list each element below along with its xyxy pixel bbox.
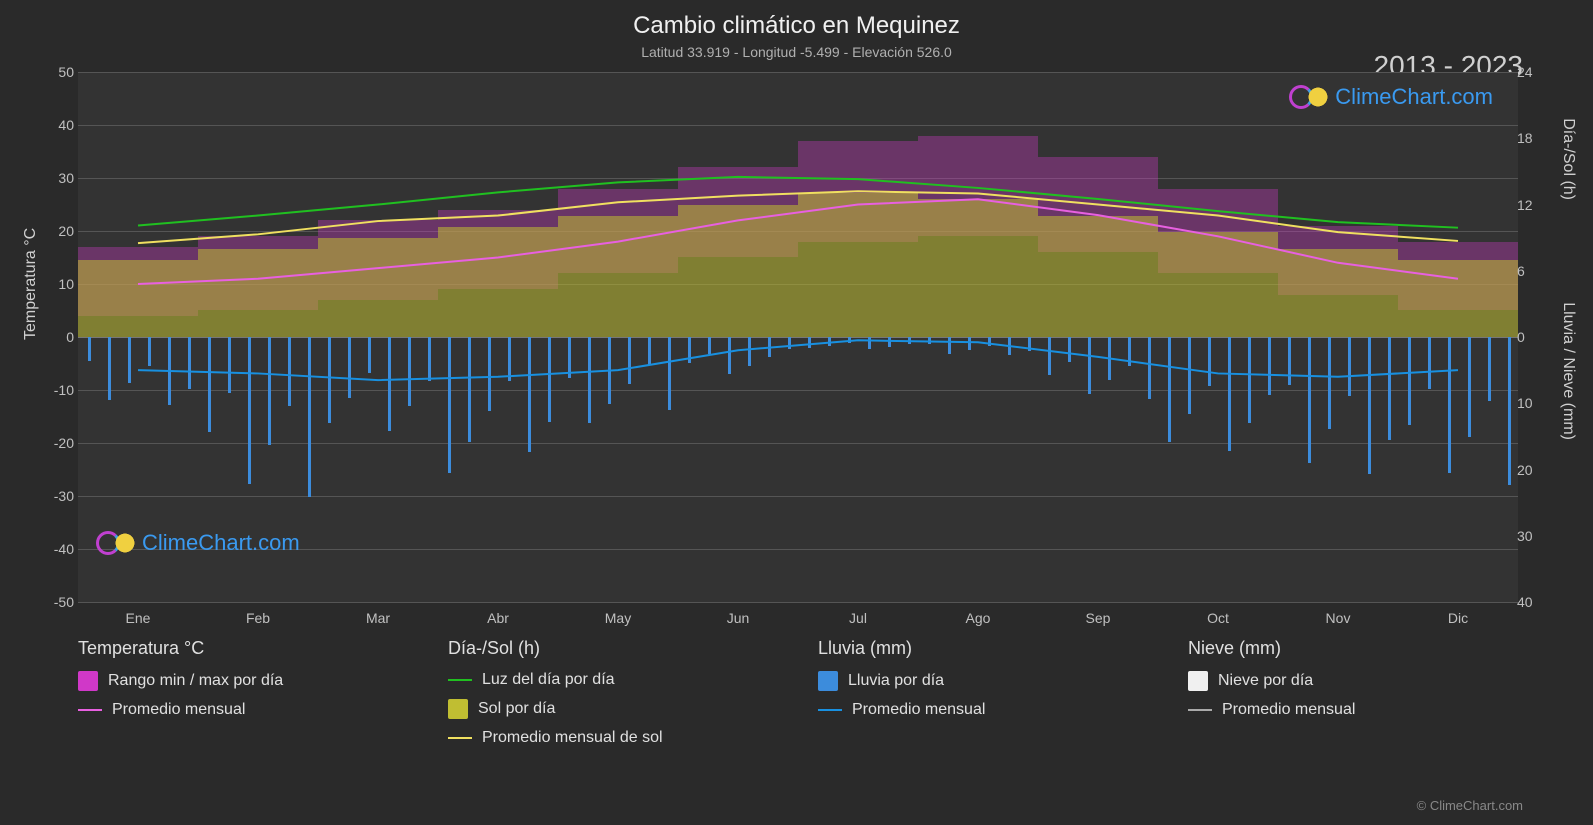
legend-daylight: Luz del día por día [448, 671, 778, 689]
legend-snow-fill: Nieve por día [1188, 671, 1518, 691]
y-tick-left: -50 [44, 594, 74, 610]
y-tick-left: 0 [44, 329, 74, 345]
logo-sun-icon [1307, 86, 1329, 108]
legend-col-rain: Lluvia (mm) Lluvia por día Promedio mens… [818, 638, 1148, 757]
swatch-snow [1188, 671, 1208, 691]
y-axis-right-top-label: Día-/Sol (h) [1559, 118, 1577, 200]
y-tick-right: 10 [1517, 395, 1547, 411]
y-tick-left: 40 [44, 117, 74, 133]
legend-label: Luz del día por día [482, 671, 615, 689]
y-tick-right: 20 [1517, 462, 1547, 478]
legend-heading-sun: Día-/Sol (h) [448, 638, 778, 659]
legend-heading-rain: Lluvia (mm) [818, 638, 1148, 659]
line-daylight [448, 679, 472, 681]
x-tick-month: Abr [487, 610, 509, 626]
legend-label: Promedio mensual [112, 701, 245, 719]
legend-rain-fill: Lluvia por día [818, 671, 1148, 691]
swatch-temp-range [78, 671, 98, 691]
legend-rain-avg: Promedio mensual [818, 701, 1148, 719]
climate-chart: Cambio climático en Mequinez Latitud 33.… [0, 0, 1593, 825]
line-sun-avg [448, 737, 472, 739]
x-tick-month: May [605, 610, 631, 626]
y-tick-right: 40 [1517, 594, 1547, 610]
x-tick-month: Jun [727, 610, 750, 626]
x-tick-month: Oct [1207, 610, 1229, 626]
y-tick-right: 6 [1517, 263, 1547, 279]
y-tick-left: -20 [44, 435, 74, 451]
line-temp-avg [78, 709, 102, 711]
y-tick-left: 10 [44, 276, 74, 292]
x-tick-month: Sep [1086, 610, 1111, 626]
legend-label: Nieve por día [1218, 672, 1313, 690]
legend-col-temp: Temperatura °C Rango min / max por día P… [78, 638, 408, 757]
x-tick-month: Dic [1448, 610, 1468, 626]
logo-sun-icon [114, 532, 136, 554]
legend-snow-avg: Promedio mensual [1188, 701, 1518, 719]
x-tick-month: Nov [1326, 610, 1351, 626]
y-tick-left: 30 [44, 170, 74, 186]
y-axis-right-bottom-label: Lluvia / Nieve (mm) [1559, 302, 1577, 440]
line-snow-avg [1188, 709, 1212, 711]
legend-sun-avg: Promedio mensual de sol [448, 729, 778, 747]
watermark-logo-bottom: ClimeChart.com [96, 530, 300, 556]
legend-heading-snow: Nieve (mm) [1188, 638, 1518, 659]
x-tick-month: Mar [366, 610, 390, 626]
y-tick-left: -30 [44, 488, 74, 504]
legend-col-snow: Nieve (mm) Nieve por día Promedio mensua… [1188, 638, 1518, 757]
legend-label: Promedio mensual [1222, 701, 1355, 719]
legend-heading-temp: Temperatura °C [78, 638, 408, 659]
legend-temp-range: Rango min / max por día [78, 671, 408, 691]
x-tick-month: Ago [966, 610, 991, 626]
y-tick-left: -40 [44, 541, 74, 557]
brand-text: ClimeChart.com [1335, 84, 1493, 110]
brand-text: ClimeChart.com [142, 530, 300, 556]
legend-label: Sol por día [478, 700, 555, 718]
legend-temp-avg: Promedio mensual [78, 701, 408, 719]
y-tick-right: 24 [1517, 64, 1547, 80]
y-tick-left: -10 [44, 382, 74, 398]
legend-sun-fill: Sol por día [448, 699, 778, 719]
y-tick-right: 18 [1517, 130, 1547, 146]
y-tick-left: 50 [44, 64, 74, 80]
y-axis-left-label: Temperatura °C [22, 228, 40, 340]
x-tick-month: Ene [126, 610, 151, 626]
copyright: © ClimeChart.com [1417, 798, 1523, 813]
legend-label: Promedio mensual [852, 701, 985, 719]
y-tick-right: 12 [1517, 197, 1547, 213]
gridline [78, 602, 1518, 603]
swatch-sun [448, 699, 468, 719]
watermark-logo-top: ClimeChart.com [1289, 84, 1493, 110]
legend-col-sun: Día-/Sol (h) Luz del día por día Sol por… [448, 638, 778, 757]
x-tick-month: Feb [246, 610, 270, 626]
y-tick-left: 20 [44, 223, 74, 239]
legend: Temperatura °C Rango min / max por día P… [78, 638, 1518, 757]
chart-title: Cambio climático en Mequinez [0, 0, 1593, 40]
line-overlay [78, 72, 1518, 602]
legend-label: Rango min / max por día [108, 672, 283, 690]
y-tick-right: 0 [1517, 329, 1547, 345]
legend-label: Promedio mensual de sol [482, 729, 663, 747]
plot-area: EneFebMarAbrMayJunJulAgoSepOctNovDic [78, 72, 1518, 602]
chart-subtitle: Latitud 33.919 - Longitud -5.499 - Eleva… [0, 40, 1593, 60]
swatch-rain [818, 671, 838, 691]
line-rain-avg [818, 709, 842, 711]
y-tick-right: 30 [1517, 528, 1547, 544]
legend-label: Lluvia por día [848, 672, 944, 690]
x-tick-month: Jul [849, 610, 867, 626]
